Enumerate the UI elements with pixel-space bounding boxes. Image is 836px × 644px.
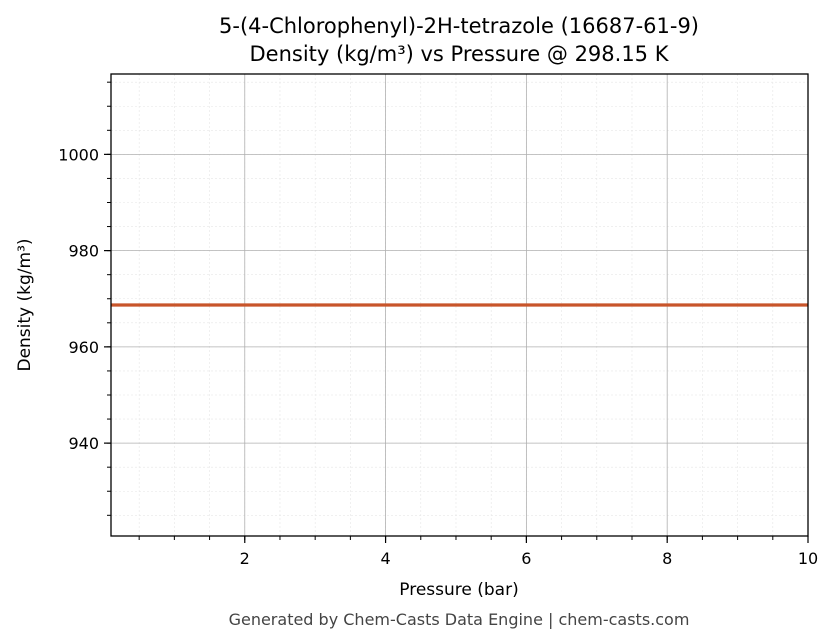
y-tick-label: 940 [68, 434, 99, 453]
x-tick-label: 10 [798, 549, 818, 568]
y-tick-label: 960 [68, 338, 99, 357]
y-axis-label: Density (kg/m³) [15, 238, 35, 371]
x-axis-ticks: 2 4 6 8 10 [138, 536, 818, 568]
x-tick-label: 8 [662, 549, 672, 568]
chart-title: 5-(4-Chlorophenyl)-2H-tetrazole (16687-6… [219, 14, 699, 38]
x-tick-label: 2 [240, 549, 250, 568]
footer-credit: Generated by Chem-Casts Data Engine | ch… [229, 610, 690, 629]
y-tick-label: 1000 [58, 145, 99, 164]
x-tick-label: 4 [380, 549, 390, 568]
chart-subtitle: Density (kg/m³) vs Pressure @ 298.15 K [249, 42, 669, 66]
y-tick-label: 980 [68, 242, 99, 261]
x-axis-label: Pressure (bar) [399, 580, 518, 600]
y-axis-ticks: 940 960 980 1000 [58, 81, 111, 516]
plot-frame [110, 73, 809, 537]
x-tick-label: 6 [521, 549, 531, 568]
